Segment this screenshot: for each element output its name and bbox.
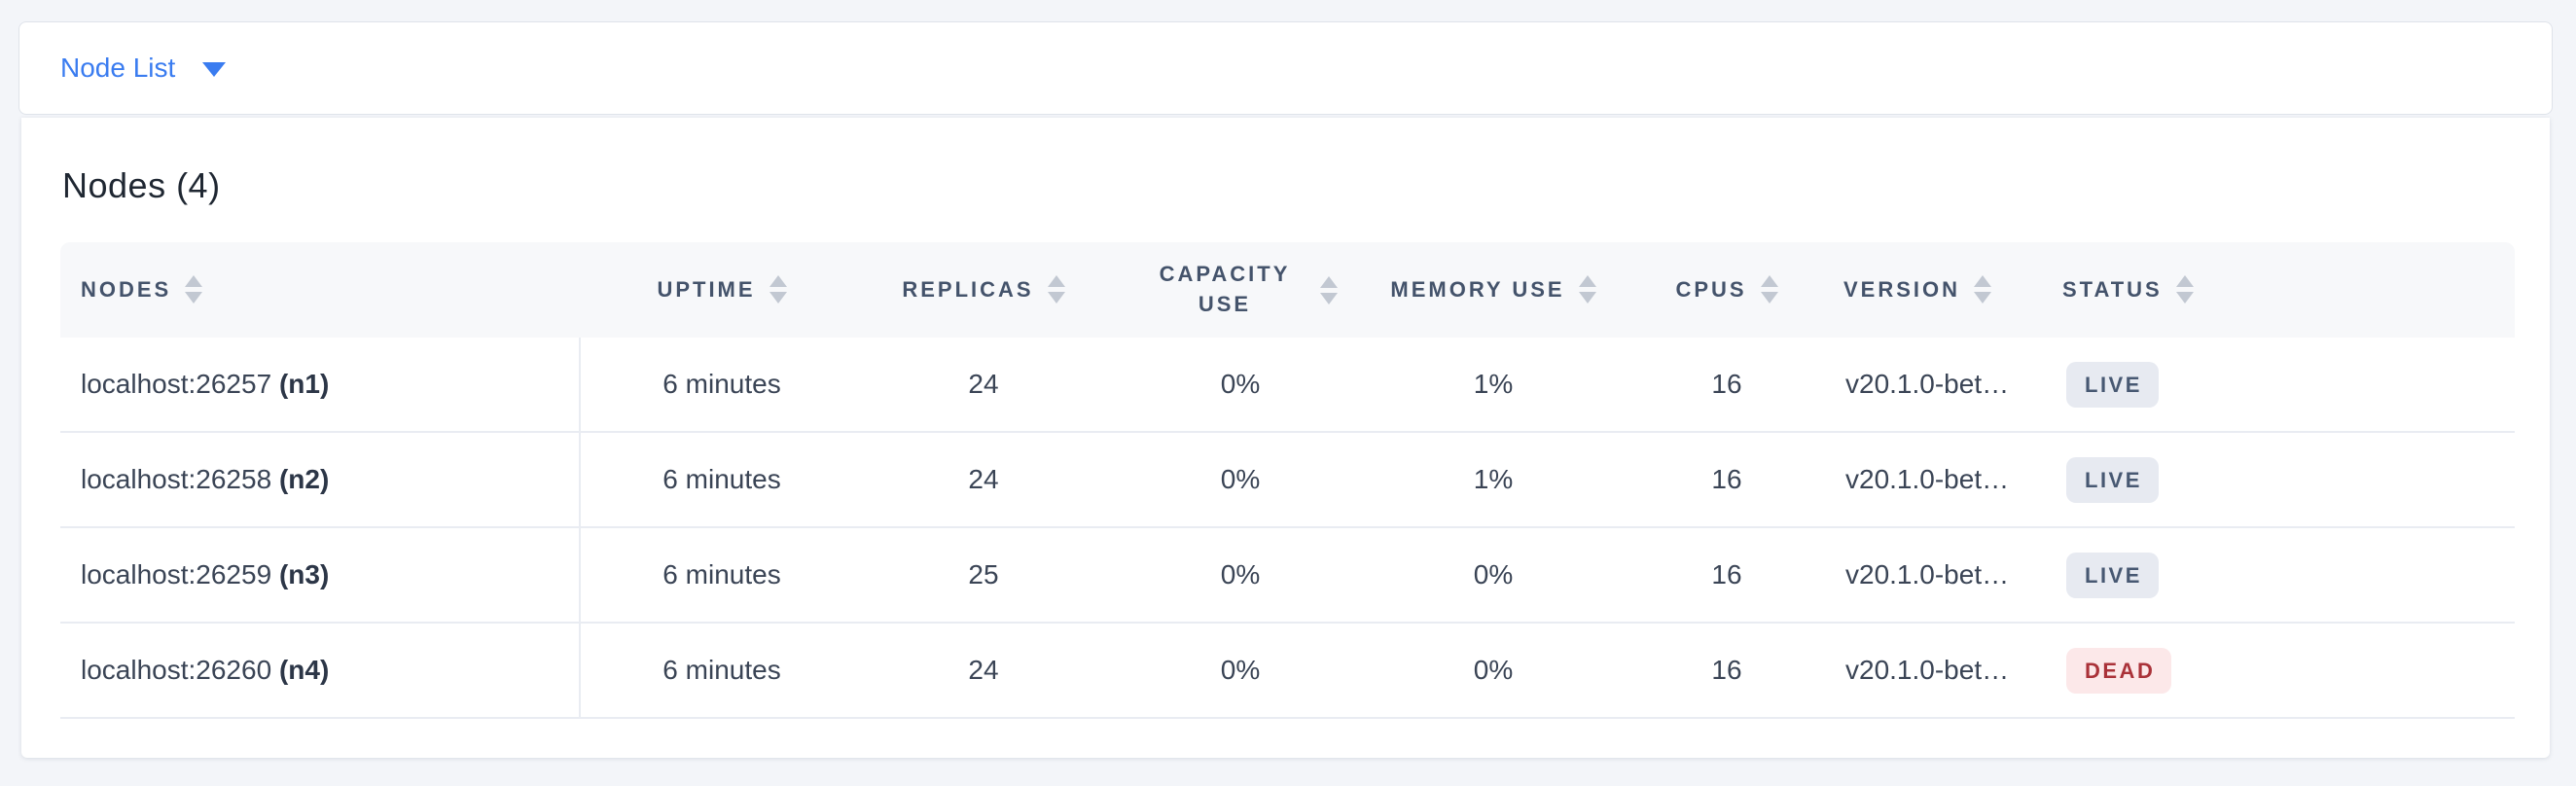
- memory-use-cell: 0%: [1377, 528, 1610, 624]
- status-badge: LIVE: [2066, 361, 2159, 408]
- replicas-cell: 25: [863, 528, 1104, 624]
- node-list-dropdown[interactable]: Node List: [60, 53, 227, 83]
- node-name-cell: localhost:26257 (n1): [60, 338, 581, 433]
- version-cell: v20.1.0-bet…: [1843, 338, 2043, 433]
- status-cell: LIVE: [2043, 528, 2515, 624]
- cpus-cell: 16: [1610, 433, 1843, 528]
- sort-icon: [769, 275, 787, 304]
- view-selector-bar: Node List: [18, 21, 2553, 115]
- node-name-cell: localhost:26260 (n4): [60, 624, 581, 719]
- node-list-dropdown-label: Node List: [60, 53, 176, 83]
- column-header-capacity-use[interactable]: CAPACITY USE: [1104, 242, 1377, 338]
- node-address-link[interactable]: localhost:26257: [81, 369, 272, 399]
- node-address-link[interactable]: localhost:26260: [81, 655, 272, 685]
- sort-icon: [1974, 275, 1992, 304]
- memory-use-cell: 0%: [1377, 624, 1610, 719]
- status-cell: DEAD: [2043, 624, 2515, 719]
- sort-icon: [2175, 275, 2194, 304]
- sort-icon: [185, 275, 203, 304]
- cpus-cell: 16: [1610, 338, 1843, 433]
- memory-use-cell: 1%: [1377, 433, 1610, 528]
- node-address-link[interactable]: localhost:26258: [81, 464, 272, 494]
- status-badge: LIVE: [2066, 552, 2159, 598]
- replicas-cell: 24: [863, 624, 1104, 719]
- node-address-link[interactable]: localhost:26259: [81, 559, 272, 590]
- capacity-use-cell: 0%: [1104, 624, 1377, 719]
- replicas-cell: 24: [863, 338, 1104, 433]
- status-cell: LIVE: [2043, 338, 2515, 433]
- node-name-cell: localhost:26258 (n2): [60, 433, 581, 528]
- capacity-use-cell: 0%: [1104, 528, 1377, 624]
- uptime-cell: 6 minutes: [581, 338, 863, 433]
- column-header-uptime[interactable]: UPTIME: [581, 242, 863, 338]
- memory-use-cell: 1%: [1377, 338, 1610, 433]
- sort-icon: [1760, 275, 1778, 304]
- table-row: localhost:26257 (n1) 6 minutes 24 0% 1% …: [60, 338, 2515, 433]
- column-header-cpus[interactable]: CPUS: [1610, 242, 1843, 338]
- table-header-row: NODES UPTIME REPLICAS: [60, 242, 2515, 338]
- nodes-card: Nodes (4) NODES UPTIME: [21, 118, 2550, 758]
- version-cell: v20.1.0-bet…: [1843, 433, 2043, 528]
- sort-icon: [1320, 275, 1338, 304]
- status-cell: LIVE: [2043, 433, 2515, 528]
- status-badge: LIVE: [2066, 456, 2159, 503]
- column-header-replicas[interactable]: REPLICAS: [863, 242, 1104, 338]
- nodes-heading: Nodes (4): [62, 165, 221, 205]
- replicas-cell: 24: [863, 433, 1104, 528]
- sort-icon: [1047, 275, 1065, 304]
- sort-icon: [1578, 275, 1596, 304]
- version-cell: v20.1.0-bet…: [1843, 624, 2043, 719]
- column-header-version[interactable]: VERSION: [1843, 242, 2043, 338]
- uptime-cell: 6 minutes: [581, 624, 863, 719]
- table-row: localhost:26259 (n3) 6 minutes 25 0% 0% …: [60, 528, 2515, 624]
- page: Node List Nodes (4) NODES: [18, 21, 2553, 758]
- caret-down-icon: [202, 62, 227, 77]
- node-id: (n3): [278, 559, 330, 590]
- node-id: (n2): [278, 464, 330, 494]
- cpus-cell: 16: [1610, 624, 1843, 719]
- column-header-nodes[interactable]: NODES: [60, 242, 581, 338]
- uptime-cell: 6 minutes: [581, 528, 863, 624]
- node-id: (n4): [278, 655, 330, 685]
- column-header-status[interactable]: STATUS: [2043, 242, 2515, 338]
- capacity-use-cell: 0%: [1104, 338, 1377, 433]
- version-cell: v20.1.0-bet…: [1843, 528, 2043, 624]
- node-id: (n1): [278, 369, 330, 399]
- capacity-use-cell: 0%: [1104, 433, 1377, 528]
- nodes-table: NODES UPTIME REPLICAS: [60, 242, 2515, 719]
- table-row: localhost:26260 (n4) 6 minutes 24 0% 0% …: [60, 624, 2515, 719]
- column-header-memory-use[interactable]: MEMORY USE: [1377, 242, 1610, 338]
- status-badge: DEAD: [2066, 647, 2172, 694]
- node-name-cell: localhost:26259 (n3): [60, 528, 581, 624]
- uptime-cell: 6 minutes: [581, 433, 863, 528]
- table-row: localhost:26258 (n2) 6 minutes 24 0% 1% …: [60, 433, 2515, 528]
- cpus-cell: 16: [1610, 528, 1843, 624]
